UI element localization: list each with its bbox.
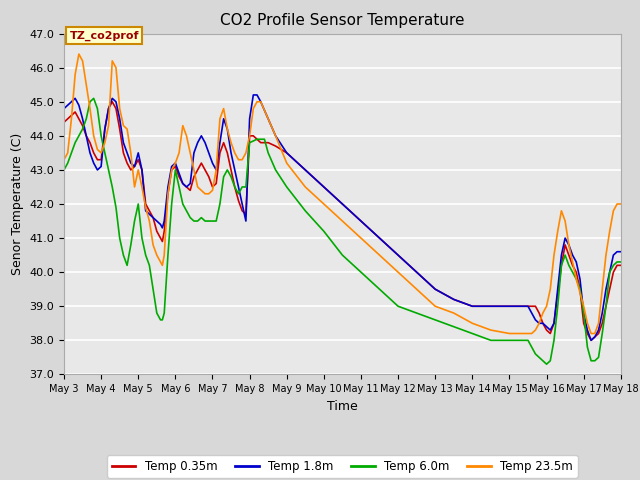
Text: TZ_co2prof: TZ_co2prof bbox=[70, 31, 139, 41]
X-axis label: Time: Time bbox=[327, 400, 358, 413]
Legend: Temp 0.35m, Temp 1.8m, Temp 6.0m, Temp 23.5m: Temp 0.35m, Temp 1.8m, Temp 6.0m, Temp 2… bbox=[107, 455, 578, 478]
Title: CO2 Profile Sensor Temperature: CO2 Profile Sensor Temperature bbox=[220, 13, 465, 28]
Y-axis label: Senor Temperature (C): Senor Temperature (C) bbox=[11, 133, 24, 275]
